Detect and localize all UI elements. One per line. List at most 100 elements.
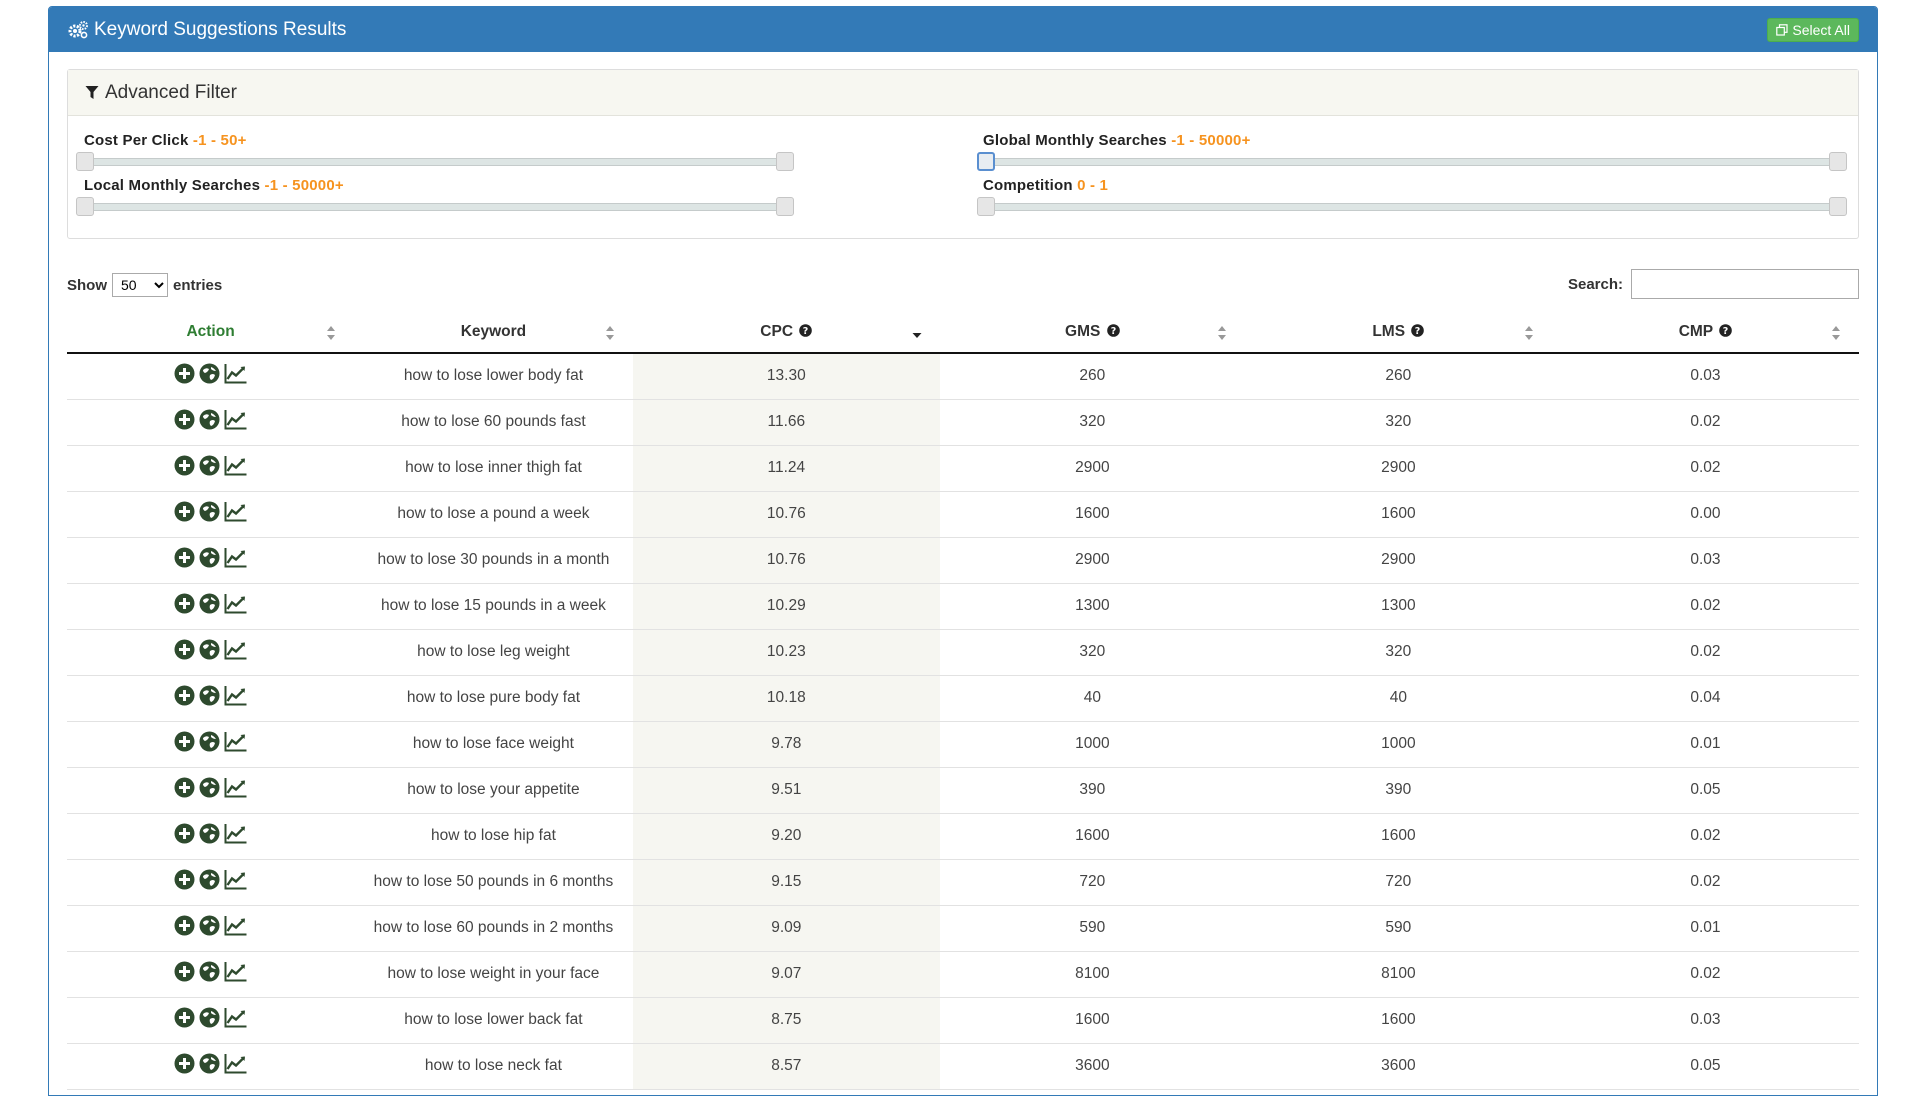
line-chart-icon[interactable]: [224, 1053, 247, 1074]
globe-icon[interactable]: [199, 363, 220, 384]
cmp-filter-label-text: Competition: [983, 177, 1073, 194]
gms-cell: 1300: [939, 583, 1245, 630]
line-chart-icon[interactable]: [224, 731, 247, 752]
keyword-cell: how to lose a pound a week: [354, 491, 633, 538]
question-circle-icon[interactable]: ?: [1106, 323, 1120, 337]
cpc-slider-max-handle[interactable]: [776, 152, 794, 171]
cpc-cell: 8.75: [632, 997, 940, 1044]
line-chart-icon[interactable]: [224, 455, 247, 476]
globe-icon[interactable]: [199, 547, 220, 568]
add-circle-icon[interactable]: [174, 1053, 195, 1074]
keyword-cell: how to lose 15 pounds in a week: [354, 583, 633, 630]
cmp-slider-max-handle[interactable]: [1829, 197, 1847, 216]
line-chart-icon[interactable]: [224, 547, 247, 568]
add-circle-icon[interactable]: [174, 731, 195, 752]
column-header-gms[interactable]: GMS ?: [939, 311, 1245, 354]
line-chart-icon[interactable]: [224, 685, 247, 706]
row-actions: [174, 1007, 247, 1028]
gms-cell: 390: [939, 767, 1245, 814]
add-circle-icon[interactable]: [174, 363, 195, 384]
line-chart-icon[interactable]: [224, 869, 247, 890]
line-chart-icon[interactable]: [224, 823, 247, 844]
lms-slider-min-handle[interactable]: [76, 197, 94, 216]
question-circle-icon[interactable]: ?: [1719, 323, 1732, 337]
sort-both-icon: [327, 326, 336, 340]
gms-slider-max-handle[interactable]: [1829, 152, 1847, 171]
entries-select[interactable]: 50: [112, 273, 168, 297]
globe-icon[interactable]: [199, 409, 220, 430]
line-chart-icon[interactable]: [224, 409, 247, 430]
cogs-icon: [67, 20, 89, 40]
add-circle-icon[interactable]: [174, 501, 195, 522]
line-chart-icon[interactable]: [224, 961, 247, 982]
gms-slider-min-handle[interactable]: [977, 152, 995, 171]
add-circle-icon[interactable]: [174, 455, 195, 476]
globe-icon[interactable]: [199, 777, 220, 798]
globe-icon[interactable]: [199, 685, 220, 706]
globe-icon[interactable]: [199, 501, 220, 522]
cpc-slider[interactable]: [76, 152, 794, 171]
cmp-slider-min-handle[interactable]: [977, 197, 995, 216]
lms-cell: 40: [1244, 675, 1552, 722]
globe-icon[interactable]: [199, 915, 220, 936]
add-circle-icon[interactable]: [174, 961, 195, 982]
gms-slider[interactable]: [977, 152, 1847, 171]
line-chart-icon[interactable]: [224, 777, 247, 798]
add-circle-icon[interactable]: [174, 1007, 195, 1028]
select-all-button[interactable]: Select All: [1767, 17, 1859, 42]
globe-icon[interactable]: [199, 869, 220, 890]
add-circle-icon[interactable]: [174, 547, 195, 568]
globe-icon[interactable]: [199, 639, 220, 660]
add-circle-icon[interactable]: [174, 593, 195, 614]
search-input[interactable]: [1631, 269, 1859, 299]
add-circle-icon[interactable]: [174, 869, 195, 890]
line-chart-icon[interactable]: [224, 363, 247, 384]
lms-cell: 2900: [1244, 537, 1552, 584]
line-chart-icon[interactable]: [224, 1007, 247, 1028]
svg-text:?: ?: [1110, 326, 1116, 337]
globe-icon[interactable]: [199, 1007, 220, 1028]
globe-icon[interactable]: [199, 823, 220, 844]
add-circle-icon[interactable]: [174, 915, 195, 936]
line-chart-icon[interactable]: [224, 915, 247, 936]
column-header-cmp[interactable]: CMP ?: [1551, 311, 1859, 354]
lms-cell: 720: [1244, 859, 1552, 906]
globe-icon[interactable]: [199, 1053, 220, 1074]
add-circle-icon[interactable]: [174, 823, 195, 844]
add-circle-icon[interactable]: [174, 409, 195, 430]
question-circle-icon[interactable]: ?: [1411, 323, 1425, 337]
add-circle-icon[interactable]: [174, 777, 195, 798]
line-chart-icon[interactable]: [224, 501, 247, 522]
add-circle-icon[interactable]: [174, 639, 195, 660]
gms-cell: 1000: [939, 721, 1245, 768]
column-header-lms[interactable]: LMS ?: [1244, 311, 1552, 354]
cmp-slider[interactable]: [977, 197, 1847, 216]
lms-slider[interactable]: [76, 197, 794, 216]
lms-cell: 260: [1244, 353, 1552, 400]
column-header-keyword[interactable]: Keyword: [354, 311, 633, 354]
line-chart-icon[interactable]: [224, 593, 247, 614]
globe-icon[interactable]: [199, 961, 220, 982]
cmp-cell: 0.02: [1551, 813, 1859, 860]
advanced-filter-heading: Advanced Filter: [68, 70, 1858, 116]
cmp-cell: 0.05: [1551, 767, 1859, 814]
lms-slider-max-handle[interactable]: [776, 197, 794, 216]
column-header-cpc[interactable]: CPC ?: [632, 311, 940, 354]
lms-cell: 1600: [1244, 997, 1552, 1044]
keyword-cell: how to lose 60 pounds fast: [354, 399, 633, 446]
cmp-cell: 0.02: [1551, 859, 1859, 906]
lms-cell: 390: [1244, 767, 1552, 814]
search-label: Search:: [1567, 275, 1623, 293]
table-row: how to lose 60 pounds in 2 months 9.09 590…: [67, 905, 1859, 952]
cpc-slider-min-handle[interactable]: [76, 152, 94, 171]
row-actions: [174, 409, 247, 430]
line-chart-icon[interactable]: [224, 639, 247, 660]
action-cell: [67, 859, 355, 906]
globe-icon[interactable]: [199, 455, 220, 476]
question-circle-icon[interactable]: ?: [799, 323, 813, 337]
globe-icon[interactable]: [199, 731, 220, 752]
table-row: how to lose weight in your face 9.07 8100 8…: [67, 951, 1859, 998]
column-header-action[interactable]: Action: [67, 311, 355, 354]
add-circle-icon[interactable]: [174, 685, 195, 706]
globe-icon[interactable]: [199, 593, 220, 614]
